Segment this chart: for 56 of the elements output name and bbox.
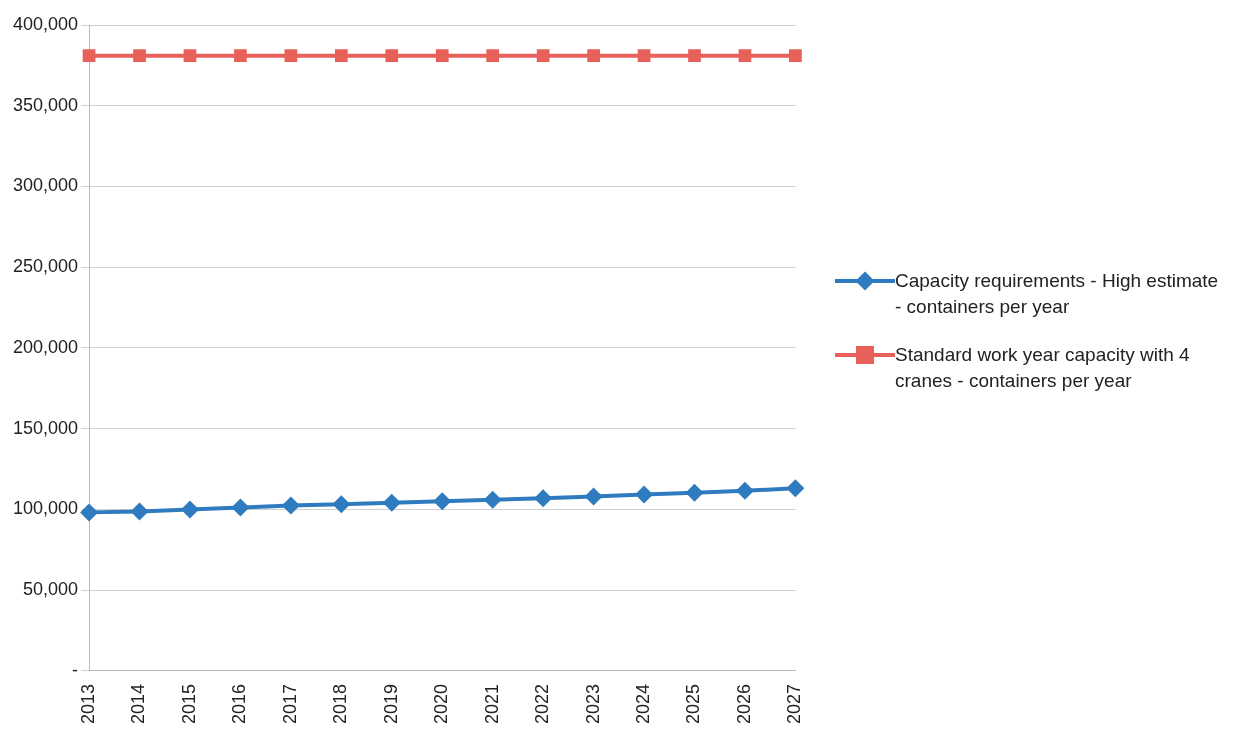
x-tick-label: 2025	[683, 683, 704, 724]
point	[536, 49, 550, 63]
point	[231, 498, 250, 517]
point	[130, 502, 149, 521]
point	[587, 49, 600, 63]
x-tick-label: 2020	[431, 683, 452, 724]
x-tick-label: 2027	[784, 683, 805, 724]
y-tick-label: 50,000	[23, 579, 79, 600]
point	[738, 49, 752, 63]
point	[637, 49, 651, 63]
x-tick-label: 2013	[78, 683, 99, 724]
x-tick-label: 2024	[633, 683, 654, 724]
y-tick-label: 200,000	[12, 336, 79, 357]
point	[385, 49, 399, 63]
x-tick-label: 2016	[229, 683, 250, 724]
x-tick-label: 2018	[330, 683, 351, 724]
y-tick-label: 150,000	[12, 417, 79, 438]
point	[735, 481, 754, 500]
y-tick-label: 300,000	[12, 175, 79, 196]
point	[486, 49, 500, 63]
point	[786, 479, 805, 498]
point	[433, 492, 452, 511]
point	[180, 500, 199, 519]
point	[183, 49, 197, 63]
point	[534, 489, 553, 508]
y-tick-label: 100,000	[12, 498, 79, 519]
x-tick-label: 2026	[733, 683, 754, 724]
point	[635, 485, 654, 504]
y-tick-label: 250,000	[12, 256, 79, 277]
point	[789, 49, 802, 63]
x-tick-label: 2021	[481, 683, 502, 724]
point	[332, 495, 351, 514]
point	[688, 49, 701, 63]
x-tick-label: 2017	[279, 683, 300, 724]
point	[382, 493, 401, 512]
legend-label: Standard work year capacity with 4 cranes - containers per year	[895, 343, 1191, 393]
point	[133, 49, 146, 63]
x-tick-label: 2023	[582, 683, 603, 724]
point	[685, 483, 704, 502]
x-tick-label: 2022	[532, 683, 553, 724]
point	[435, 49, 449, 63]
y-tick-label: 350,000	[12, 94, 79, 115]
point	[82, 49, 96, 63]
legend-label: Capacity requirements - High estimate - containers per year	[895, 269, 1220, 319]
point	[284, 49, 298, 63]
x-tick-label: 2015	[178, 683, 199, 724]
y-tick-label: 400,000	[12, 13, 79, 34]
x-tick-label: 2014	[128, 683, 149, 724]
point	[483, 490, 502, 509]
point	[281, 496, 300, 515]
point	[80, 503, 99, 522]
y-tick-label: -	[72, 659, 79, 680]
point	[334, 49, 348, 63]
x-tick-label: 2019	[380, 683, 401, 724]
point	[234, 49, 247, 63]
point	[584, 487, 603, 506]
